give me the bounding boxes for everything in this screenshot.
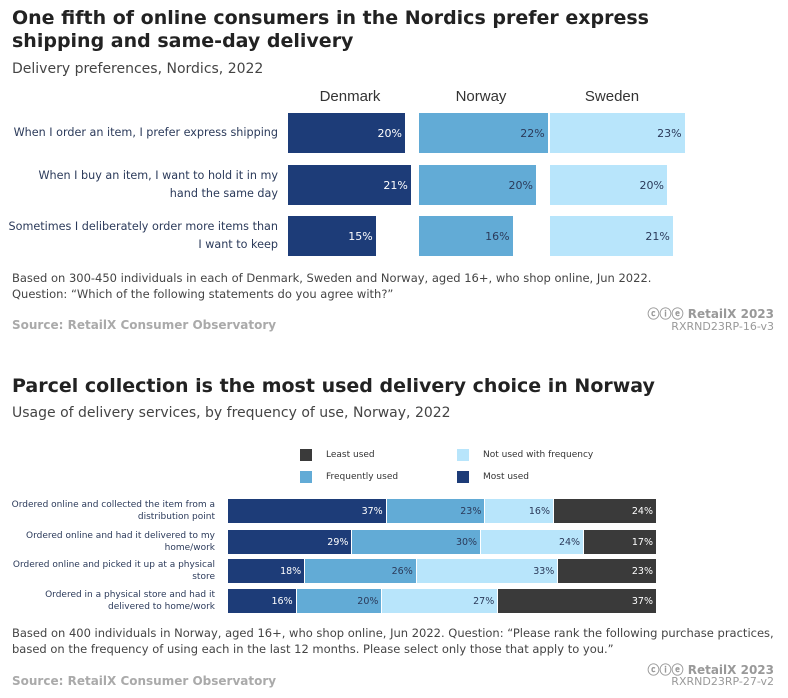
bar-sweden: 20%: [550, 165, 667, 205]
category-label: When I order an item, I prefer express s…: [13, 126, 278, 139]
chart2-note: Based on 400 individuals in Norway, aged…: [12, 626, 774, 656]
chart1-source: Source: RetailX Consumer Observatory: [12, 318, 277, 332]
legend-swatch: [300, 449, 312, 461]
segment-not-used-with-frequency: 33%: [416, 559, 559, 583]
data-label: 23%: [460, 505, 482, 517]
bar-sweden: 21%: [550, 216, 673, 256]
segment-least-used: 23%: [558, 559, 657, 583]
chart2-brand: ⓒⓘⓔ RetailX 2023: [648, 661, 774, 678]
data-label: 20%: [377, 126, 402, 140]
legend-item: Most used: [457, 471, 529, 483]
category-label: Sometimes I deliberately order more item…: [8, 220, 278, 251]
data-label: 16%: [528, 505, 551, 517]
data-label: 30%: [455, 536, 478, 548]
segment-not-used-with-frequency: 27%: [382, 589, 499, 613]
legend-label: Not used with frequency: [483, 450, 594, 460]
segment-most-used: 16%: [228, 589, 297, 613]
data-label: 20%: [508, 178, 533, 192]
chart2-title: Parcel collection is the most used deliv…: [12, 375, 655, 397]
data-label: 21%: [383, 178, 408, 192]
data-label: 21%: [645, 229, 670, 243]
bar-norway: 22%: [419, 113, 548, 153]
data-label: 23%: [631, 565, 653, 577]
chart1-title: One fifth of online consumers in the Nor…: [12, 7, 649, 52]
chart2-code: RXRND23RP-27-v2: [671, 675, 774, 688]
panel-header-denmark: Denmark: [319, 88, 381, 105]
legend-label: Frequently used: [326, 472, 399, 482]
bar-norway: 16%: [419, 216, 513, 256]
chart1-subtitle: Delivery preferences, Nordics, 2022: [12, 61, 264, 77]
category-label: When I buy an item, I want to hold it in…: [38, 169, 278, 200]
data-label: 37%: [631, 595, 653, 607]
segment-most-used: 29%: [228, 530, 353, 554]
panel-header-sweden: Sweden: [584, 88, 640, 105]
data-label: 18%: [280, 565, 302, 577]
data-label: 27%: [473, 595, 495, 607]
data-label: 23%: [657, 126, 682, 140]
category-label: Ordered online and had it delivered to m…: [26, 531, 215, 553]
bar-sweden: 23%: [550, 113, 685, 153]
segment-least-used: 24%: [554, 499, 657, 523]
segment-frequently-used: 30%: [352, 530, 482, 554]
chart1-note-2: Question: “Which of the following statem…: [12, 287, 394, 301]
legend-item: Not used with frequency: [457, 449, 593, 461]
chart2-source: Source: RetailX Consumer Observatory: [12, 674, 277, 688]
segment-not-used-with-frequency: 24%: [481, 530, 585, 554]
legend-swatch: [457, 471, 469, 483]
legend-label: Most used: [483, 472, 529, 482]
data-label: 37%: [361, 505, 383, 517]
segment-frequently-used: 26%: [305, 559, 417, 583]
data-label: 24%: [558, 536, 581, 548]
bar-denmark: 20%: [288, 113, 405, 153]
chart1-brand: ⓒⓘⓔ RetailX 2023: [648, 305, 774, 322]
category-label: Ordered online and collected the item fr…: [11, 500, 215, 522]
brand-label: RetailX 2023: [687, 307, 774, 321]
segment-frequently-used: 20%: [296, 589, 383, 613]
chart1-note-1: Based on 300-450 individuals in each of …: [12, 271, 652, 285]
cc-license-icon: ⓒⓘⓔ: [647, 307, 688, 321]
data-label: 24%: [631, 505, 653, 517]
segment-most-used: 18%: [228, 559, 306, 583]
segment-least-used: 37%: [498, 589, 657, 613]
data-label: 20%: [357, 595, 379, 607]
data-label: 16%: [271, 595, 293, 607]
data-label: 22%: [520, 126, 545, 140]
legend-label: Least used: [326, 450, 375, 460]
legend-item: Least used: [300, 449, 375, 461]
data-label: 33%: [533, 565, 555, 577]
segment-least-used: 17%: [584, 530, 657, 554]
segment-frequently-used: 23%: [386, 499, 486, 523]
chart2-subtitle: Usage of delivery services, by frequency…: [12, 405, 451, 421]
data-label: 16%: [485, 229, 510, 243]
data-label: 17%: [631, 536, 653, 548]
legend-item: Frequently used: [300, 471, 398, 483]
segment-not-used-with-frequency: 16%: [485, 499, 555, 523]
segment-most-used: 37%: [228, 499, 387, 523]
bar-denmark: 15%: [288, 216, 376, 256]
brand-label: RetailX 2023: [687, 663, 774, 677]
legend-swatch: [457, 449, 469, 461]
category-label: Ordered in a physical store and had it d…: [45, 590, 215, 612]
legend-swatch: [300, 471, 312, 483]
cc-license-icon: ⓒⓘⓔ: [647, 663, 688, 677]
data-label: 26%: [391, 565, 413, 577]
bar-denmark: 21%: [288, 165, 411, 205]
data-label: 20%: [639, 178, 664, 192]
chart1-code: RXRND23RP-16-v3: [671, 320, 774, 333]
data-label: 29%: [327, 536, 349, 548]
panel-header-norway: Norway: [455, 88, 507, 105]
category-label: Ordered online and picked it up at a phy…: [12, 560, 215, 582]
bar-norway: 20%: [419, 165, 536, 205]
data-label: 15%: [348, 229, 373, 243]
